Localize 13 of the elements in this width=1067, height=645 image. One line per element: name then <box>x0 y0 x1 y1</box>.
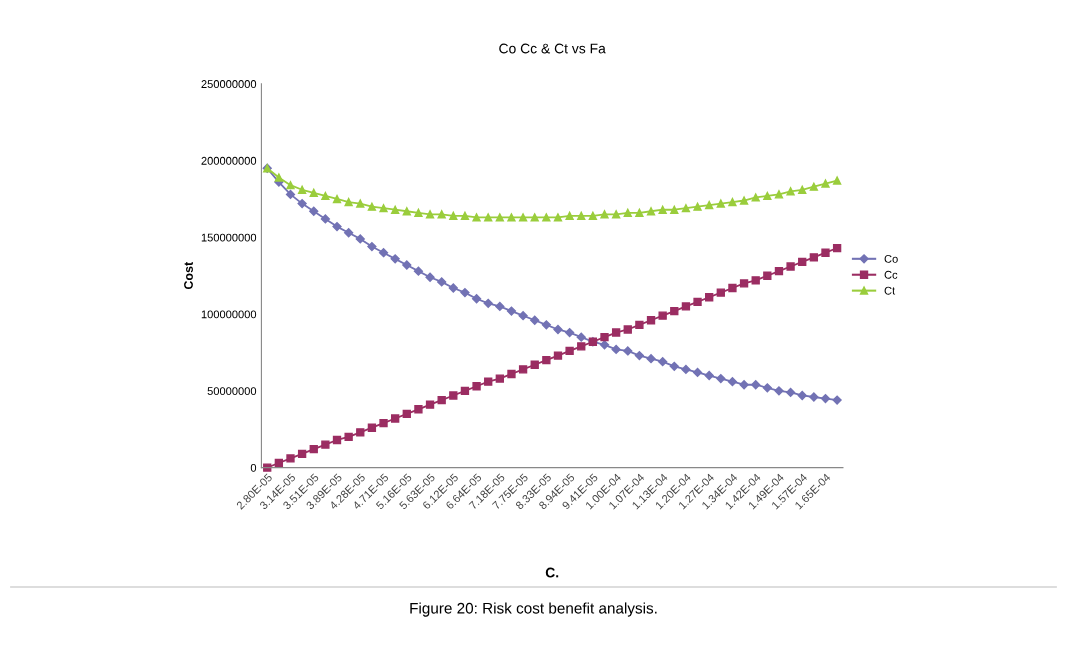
legend-label: Co <box>884 254 898 263</box>
y-axis-title: Cost <box>184 262 193 290</box>
y-tick-label: 150000000 <box>201 233 257 242</box>
y-tick-label: 100000000 <box>201 310 257 319</box>
caption: Figure 20: Risk cost benefit analysis. <box>410 602 657 617</box>
y-tick-label: 50000000 <box>207 387 257 396</box>
chart-title: Co Cc & Ct vs Fa <box>499 43 606 54</box>
legend-label: Ct <box>884 286 896 295</box>
y-tick-label: 200000000 <box>201 156 257 165</box>
y-tick-label: 0 <box>250 463 257 472</box>
y-tick-label: 250000000 <box>201 80 257 88</box>
x-axis-title: C. <box>545 567 559 578</box>
legend-label: Cc <box>884 270 898 279</box>
